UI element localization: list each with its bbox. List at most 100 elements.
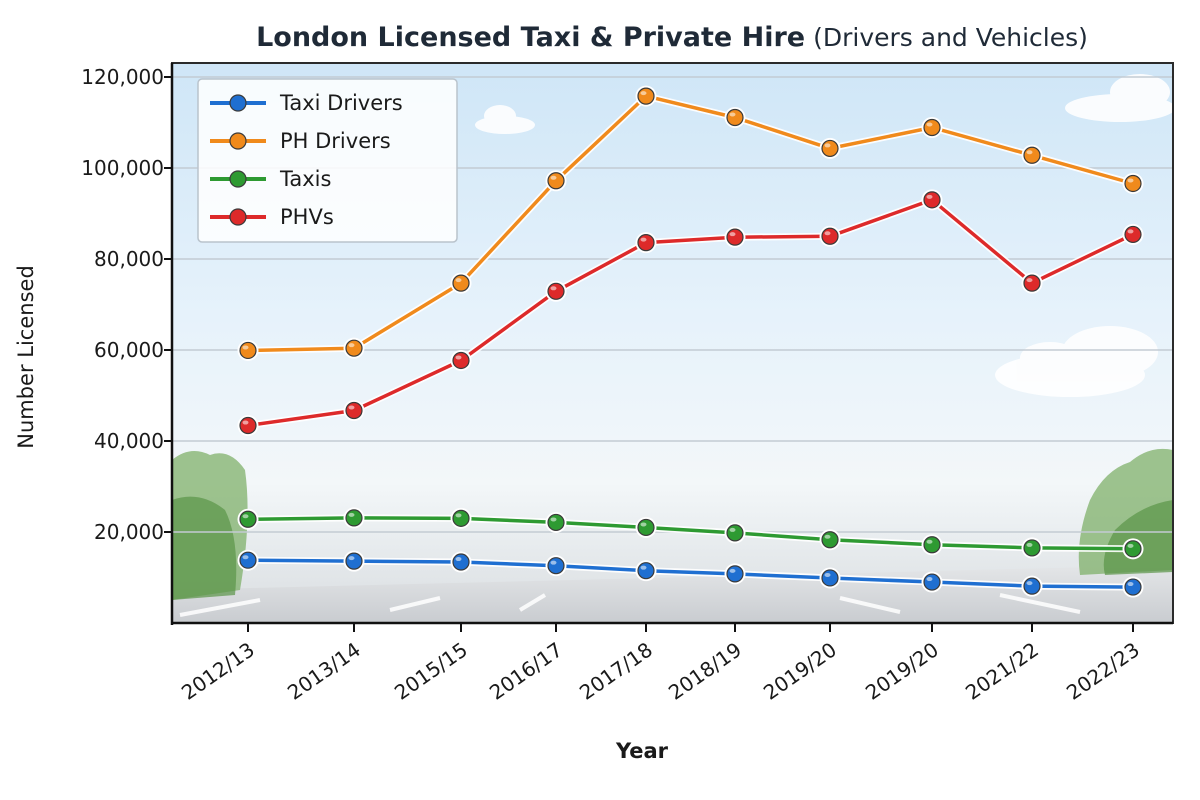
data-point-highlight	[1127, 582, 1134, 587]
data-point-highlight	[1026, 581, 1033, 586]
data-point-phvs	[1124, 225, 1142, 244]
data-point-phvs	[637, 234, 655, 252]
data-point-taxi-drivers	[637, 562, 655, 580]
data-point-highlight	[550, 175, 557, 180]
data-point-highlight	[1026, 542, 1033, 547]
data-point-phvs	[239, 416, 257, 435]
x-tick-label: 2013/14	[283, 637, 365, 704]
x-axis-label: Year	[615, 739, 669, 763]
data-point-ph-drivers	[821, 139, 839, 158]
y-axis-label: Number Licensed	[14, 265, 38, 449]
data-point-taxi-drivers	[345, 552, 363, 570]
data-point-highlight	[640, 91, 647, 96]
data-point-highlight	[729, 568, 736, 573]
data-point-taxis	[547, 513, 565, 532]
data-point-highlight	[824, 534, 831, 539]
data-point-taxi-drivers	[547, 557, 565, 575]
chart-title-group: London Licensed Taxi & Private Hire (Driv…	[256, 22, 1088, 53]
legend-item-phvs: PHVs	[210, 205, 334, 229]
data-point-taxi-drivers	[452, 553, 470, 571]
series-line-ph-drivers	[247, 94, 1134, 353]
x-tick-label: 2021/22	[961, 637, 1043, 704]
x-tick-label: 2018/19	[664, 637, 746, 704]
legend-item-ph-drivers: PH Drivers	[210, 129, 391, 153]
series-ph-drivers	[237, 85, 1144, 361]
legend-marker	[229, 170, 247, 188]
x-tick-label: 2019/20	[861, 637, 943, 704]
data-point-taxi-drivers	[726, 565, 744, 583]
legend-label: PH Drivers	[280, 129, 391, 153]
data-point-highlight	[1127, 543, 1134, 548]
data-point-highlight	[926, 194, 933, 199]
data-point-phvs	[547, 282, 565, 300]
data-point-taxis	[821, 531, 839, 549]
series-line-taxi-drivers	[247, 558, 1134, 589]
data-point-taxis	[923, 536, 941, 554]
data-point-highlight	[1026, 150, 1033, 155]
data-point-highlight	[729, 527, 736, 532]
series-line-phvs	[247, 198, 1134, 428]
x-tick-label: 2017/18	[575, 637, 657, 704]
data-point-highlight	[455, 355, 462, 360]
series-layer	[237, 85, 1144, 598]
data-point-phvs	[452, 351, 470, 370]
data-point-highlight	[926, 577, 933, 582]
road-markings	[179, 593, 1081, 617]
data-point-highlight	[348, 343, 355, 348]
chart-subtitle: (Drivers and Vehicles)	[813, 23, 1088, 52]
data-point-taxi-drivers	[239, 551, 257, 569]
data-point-phvs	[1023, 274, 1041, 292]
data-point-ph-drivers	[637, 87, 655, 105]
data-point-taxis	[452, 509, 470, 527]
data-point-phvs	[923, 191, 941, 209]
data-point-phvs	[821, 227, 839, 245]
data-point-taxis	[726, 524, 744, 542]
data-point-highlight	[550, 560, 557, 565]
data-point-highlight	[1127, 178, 1134, 183]
legend-label: Taxis	[279, 167, 331, 191]
data-point-highlight	[1127, 229, 1134, 234]
data-point-highlight	[242, 345, 249, 350]
y-tick-label: 40,000	[94, 429, 164, 453]
tree-decoration	[172, 448, 1173, 600]
data-point-ph-drivers	[1023, 146, 1041, 164]
data-point-taxis	[1124, 540, 1142, 558]
data-point-highlight	[550, 286, 557, 291]
data-point-ph-drivers	[923, 118, 941, 137]
data-point-ph-drivers	[345, 339, 363, 357]
x-tick-label: 2019/20	[759, 637, 841, 704]
data-point-highlight	[242, 514, 249, 519]
data-point-ph-drivers	[726, 108, 744, 127]
x-tick-label: 2016/17	[485, 637, 567, 704]
series-line-taxis	[247, 516, 1134, 551]
data-point-highlight	[824, 572, 831, 577]
data-point-phvs	[345, 401, 363, 420]
y-tick-label: 60,000	[94, 338, 164, 362]
data-point-highlight	[455, 557, 462, 562]
x-tick-label: 2022/23	[1062, 637, 1144, 704]
legend: Taxi Drivers PH Drivers Taxis PHVs	[197, 78, 458, 243]
legend-box	[197, 78, 458, 243]
legend-marker	[229, 208, 247, 226]
legend-label: Taxi Drivers	[279, 91, 403, 115]
data-point-highlight	[729, 232, 736, 237]
legend-item-taxi-drivers: Taxi Drivers	[210, 91, 403, 115]
x-axis-ticks: 2012/13 2013/14 2015/15 2016/17 2017/18 2018/…	[177, 623, 1144, 705]
data-point-highlight	[348, 556, 355, 561]
data-point-ph-drivers	[1124, 174, 1142, 193]
data-point-highlight	[348, 405, 355, 410]
data-point-ph-drivers	[452, 274, 470, 292]
series-phvs	[237, 189, 1144, 437]
legend-marker	[229, 132, 247, 150]
series-taxi-drivers	[237, 549, 1144, 598]
data-point-ph-drivers	[239, 341, 257, 360]
data-point-taxi-drivers	[1124, 578, 1142, 596]
y-tick-label: 100,000	[81, 156, 164, 180]
data-point-taxi-drivers	[821, 569, 839, 587]
x-tick-label: 2015/15	[390, 637, 472, 704]
x-tick-label: 2012/13	[177, 637, 259, 704]
y-tick-label: 80,000	[94, 247, 164, 271]
data-point-highlight	[348, 512, 355, 517]
data-point-highlight	[242, 420, 249, 425]
